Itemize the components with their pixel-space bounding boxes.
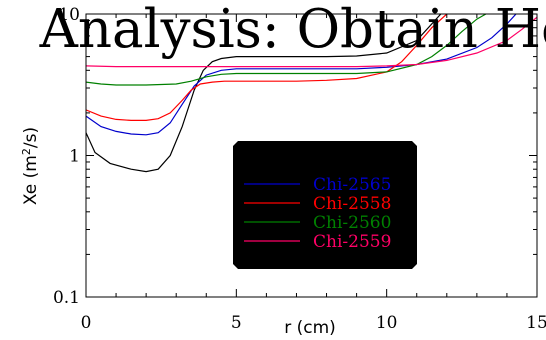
series-chi-2565 [86, 14, 517, 136]
legend-box [233, 141, 417, 269]
legend-label: Chi-2559 [313, 232, 391, 252]
legend-label: Chi-2558 [313, 194, 391, 214]
x-tick-label: 15 [526, 313, 546, 333]
y-tick-label: 0.1 [53, 288, 80, 308]
x-axis-label: r (cm) [284, 318, 336, 338]
y-axis-label-pre: Xe (m [21, 155, 41, 205]
y-axis-label-post: /s) [21, 127, 41, 148]
y-axis-label: Xe (m2/s) [20, 127, 42, 205]
tick-layer: 0 5 10 15 0.1 1 10 [53, 5, 546, 333]
y-axis-label-sup: 2 [20, 148, 33, 155]
chart-title: Analysis: Obtain He [39, 0, 546, 60]
x-tick-label: 10 [376, 313, 398, 333]
legend-label: Chi-2565 [313, 175, 391, 195]
x-tick-label: 0 [81, 313, 92, 333]
x-tick-label: 5 [231, 313, 242, 333]
series-chi-2559 [86, 16, 537, 68]
y-tick-label: 10 [58, 5, 80, 25]
series-layer [86, 14, 537, 173]
y-tick-label: 1 [69, 147, 80, 167]
legend-label: Chi-2560 [313, 213, 391, 233]
series-chi-2560 [86, 14, 487, 86]
series-chi-2558 [86, 14, 448, 121]
